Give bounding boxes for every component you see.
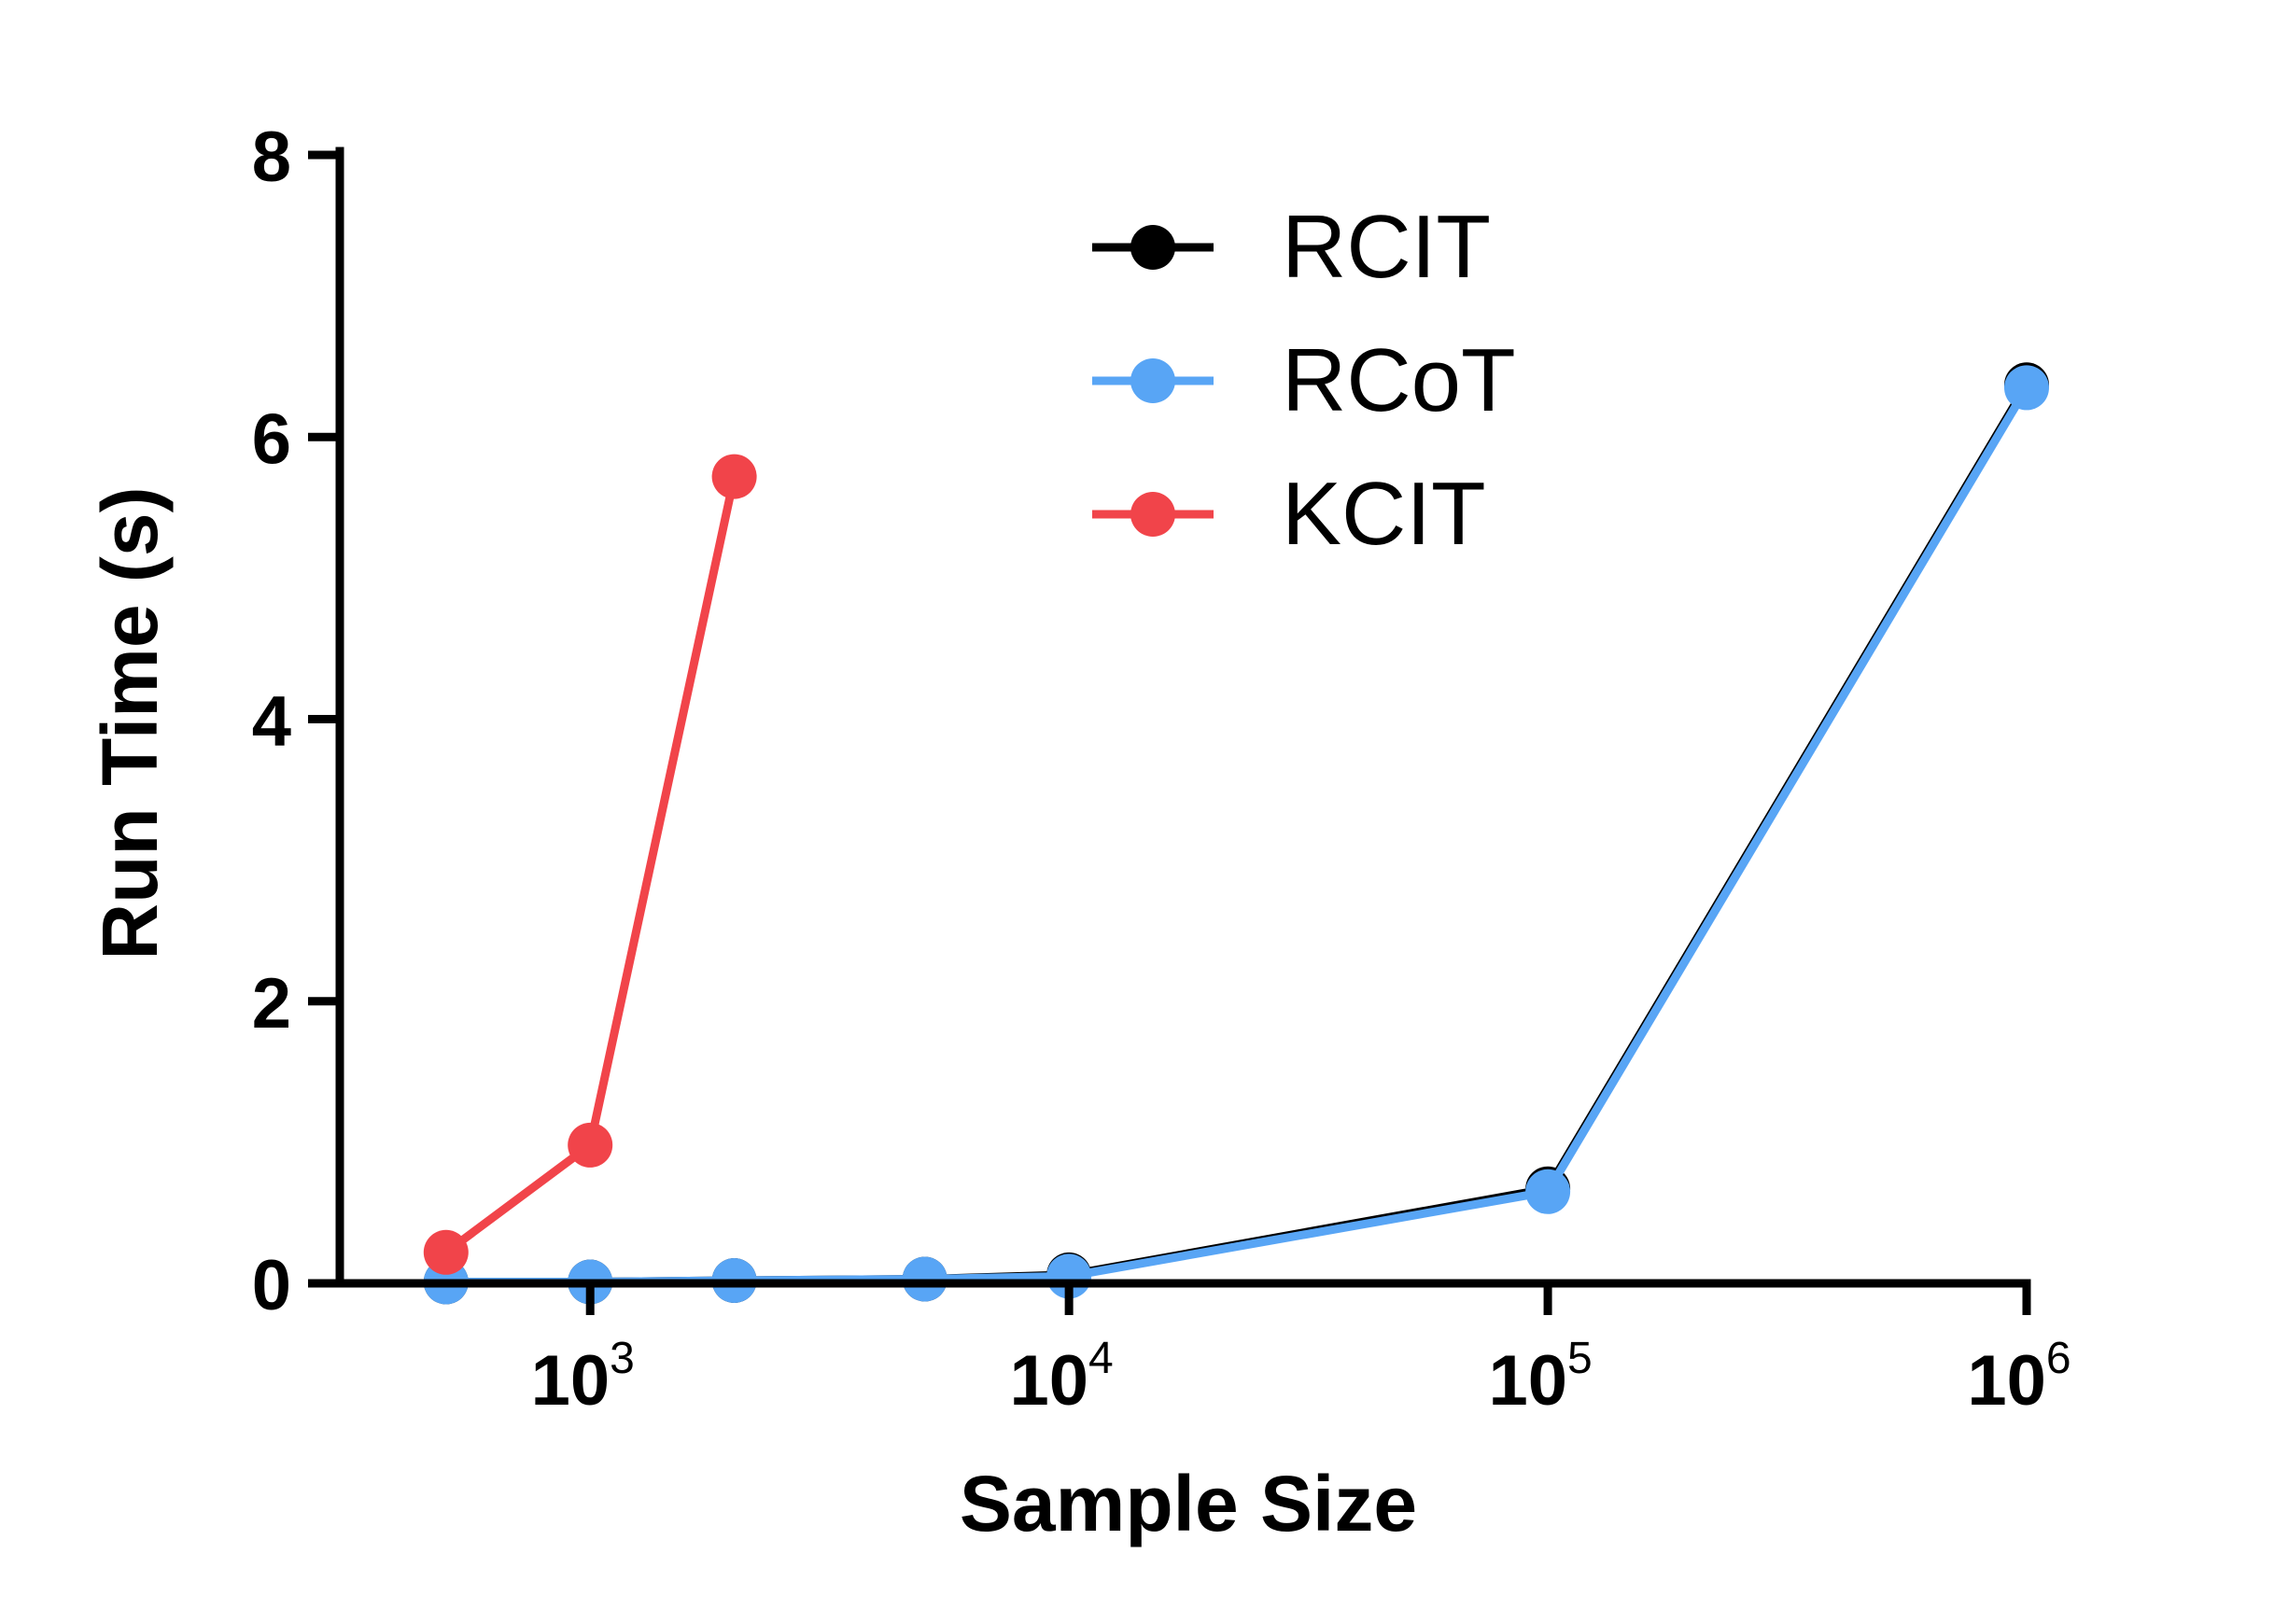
series-rcit	[423, 362, 2049, 1305]
legend-label-kcit: KCIT	[1282, 464, 1486, 564]
series-kcit	[423, 454, 757, 1275]
axis-layer: 0 2 4 6 8 103 104 105 106	[252, 118, 2071, 1421]
y-tick-label: 0	[252, 1246, 291, 1325]
series-layer	[423, 362, 2049, 1305]
legend-item-rcit: RCIT	[1092, 197, 1491, 297]
y-tick-label: 6	[252, 399, 291, 479]
x-tick-label: 104	[1010, 1334, 1114, 1421]
data-point-kcit	[423, 1229, 469, 1275]
x-tick-label: 106	[1967, 1334, 2070, 1421]
legend: RCIT RCoT KCIT	[1092, 197, 1516, 564]
data-point-kcit	[711, 454, 757, 499]
y-tick-label: 4	[252, 682, 291, 762]
y-tick-label: 8	[252, 118, 291, 197]
x-axis-title: Sample Size	[960, 1460, 1417, 1547]
x-tick-label: 105	[1488, 1334, 1592, 1421]
series-rcot	[423, 365, 2049, 1305]
legend-marker-rcot	[1130, 358, 1175, 403]
data-point-rcot	[1525, 1169, 1571, 1214]
series-line-rcot	[442, 383, 2031, 1286]
x-tick-label: 103	[531, 1334, 635, 1421]
y-tick-label: 2	[252, 964, 291, 1043]
legend-marker-kcit	[1130, 492, 1175, 537]
legend-item-kcit: KCIT	[1092, 464, 1486, 564]
legend-label-rcot: RCoT	[1282, 330, 1516, 430]
y-axis-title: Run Time (s)	[86, 486, 174, 959]
legend-label-rcit: RCIT	[1282, 197, 1491, 297]
legend-item-rcot: RCoT	[1092, 330, 1516, 430]
data-point-rcot	[2004, 365, 2049, 411]
legend-marker-rcit	[1130, 225, 1175, 270]
data-point-kcit	[568, 1122, 613, 1168]
series-line-rcit	[442, 380, 2031, 1286]
